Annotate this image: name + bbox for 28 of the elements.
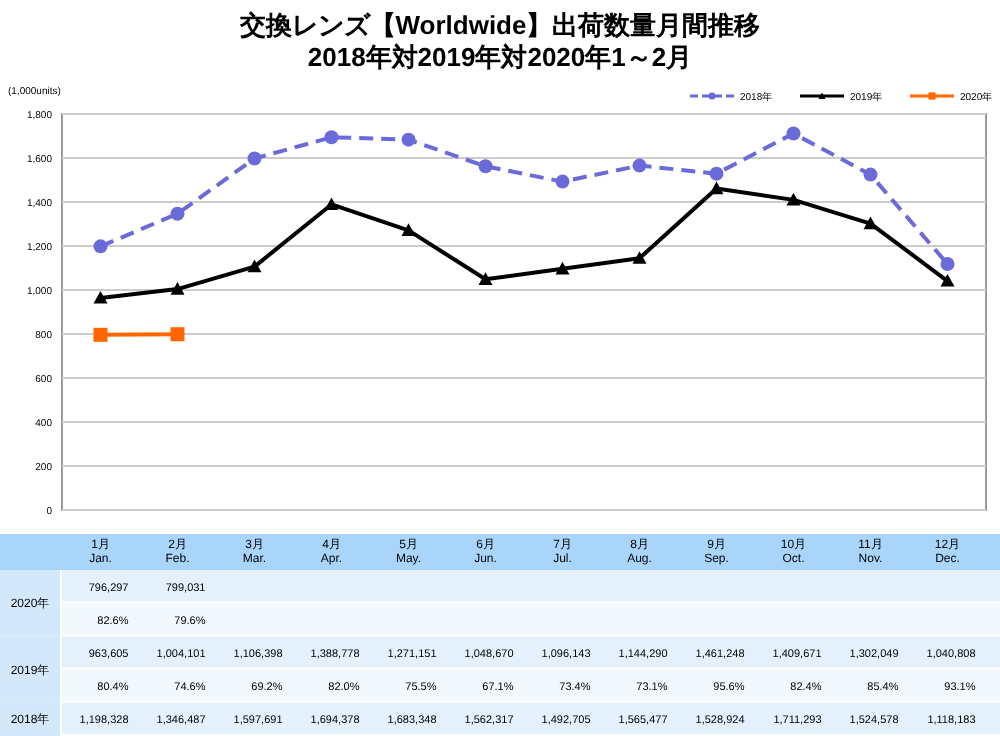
point (247, 259, 262, 273)
point (863, 216, 878, 230)
point (324, 130, 339, 145)
point (170, 327, 185, 342)
point (709, 166, 724, 181)
point (940, 274, 955, 287)
point (170, 206, 185, 221)
chart-subtitle: 2018年対2019年対2020年1～2月 (307, 42, 693, 72)
point (786, 192, 801, 206)
point (863, 167, 878, 182)
point (170, 282, 185, 295)
point (632, 251, 647, 264)
point (632, 158, 647, 173)
point (478, 272, 493, 285)
point (555, 261, 570, 275)
point (247, 151, 262, 166)
point (786, 126, 801, 141)
point (478, 159, 493, 174)
point (93, 291, 108, 304)
chart-title: 交換レンズ【Worldwide】出荷数量月間推移 (237, 10, 761, 40)
point (401, 132, 416, 147)
point (93, 327, 108, 342)
point (709, 181, 724, 195)
point (940, 257, 955, 271)
point (324, 197, 339, 211)
point (93, 239, 108, 254)
point (401, 223, 416, 236)
point (555, 174, 570, 189)
